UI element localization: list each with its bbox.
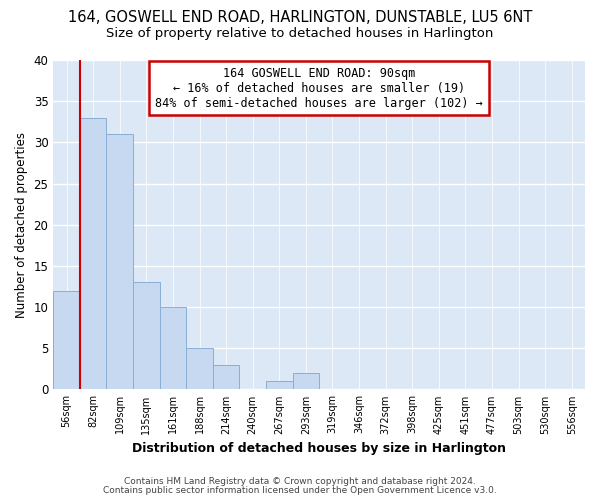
Text: 164, GOSWELL END ROAD, HARLINGTON, DUNSTABLE, LU5 6NT: 164, GOSWELL END ROAD, HARLINGTON, DUNST… xyxy=(68,10,532,25)
Bar xyxy=(106,134,133,390)
Bar xyxy=(213,364,239,390)
Bar xyxy=(266,381,293,390)
Bar xyxy=(186,348,213,390)
Bar xyxy=(53,290,80,390)
Text: Size of property relative to detached houses in Harlington: Size of property relative to detached ho… xyxy=(106,28,494,40)
Y-axis label: Number of detached properties: Number of detached properties xyxy=(15,132,28,318)
Text: Contains public sector information licensed under the Open Government Licence v3: Contains public sector information licen… xyxy=(103,486,497,495)
Bar xyxy=(133,282,160,390)
Bar xyxy=(80,118,106,390)
Bar xyxy=(160,307,186,390)
Text: Contains HM Land Registry data © Crown copyright and database right 2024.: Contains HM Land Registry data © Crown c… xyxy=(124,477,476,486)
X-axis label: Distribution of detached houses by size in Harlington: Distribution of detached houses by size … xyxy=(132,442,506,455)
Text: 164 GOSWELL END ROAD: 90sqm
← 16% of detached houses are smaller (19)
84% of sem: 164 GOSWELL END ROAD: 90sqm ← 16% of det… xyxy=(155,66,483,110)
Bar xyxy=(293,373,319,390)
